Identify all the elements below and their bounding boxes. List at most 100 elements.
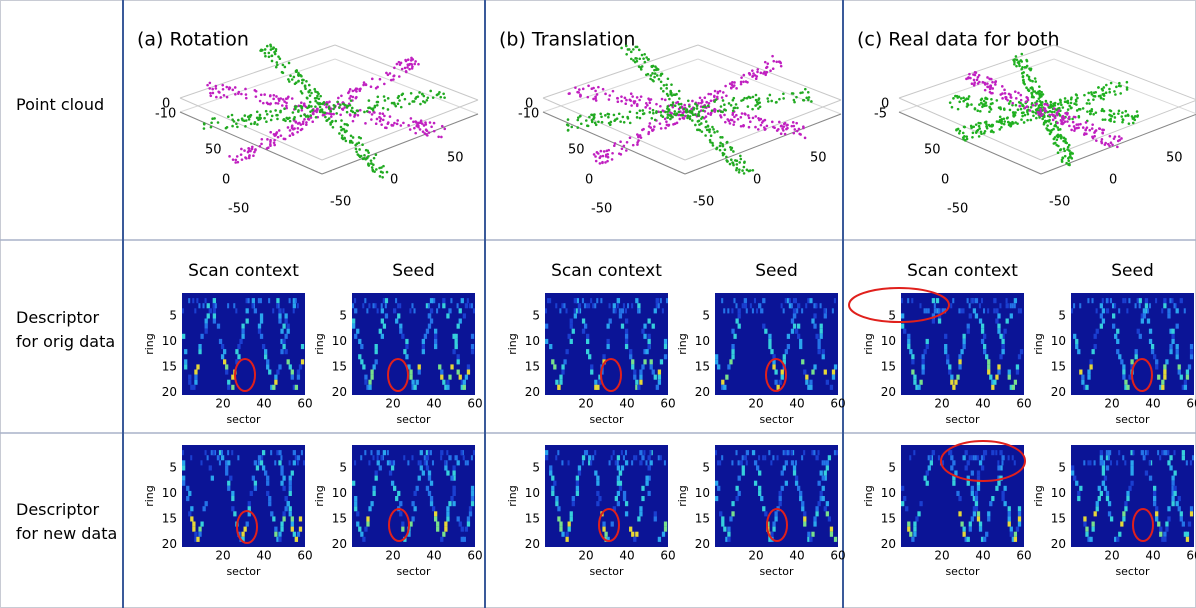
cloud-point: [375, 103, 379, 107]
cloud-point: [971, 135, 974, 139]
heatmap-cell: [577, 465, 582, 471]
cloud-point: [733, 120, 736, 124]
heatmap-cell: [997, 465, 1001, 471]
heatmap-cell: [612, 506, 616, 512]
cloud-point: [952, 97, 955, 100]
cloud-point: [408, 67, 411, 71]
y-tick-label: 15: [1051, 511, 1066, 525]
cloud-point: [1065, 141, 1069, 145]
heatmap-cell: [639, 369, 643, 375]
cloud-point: [666, 116, 670, 119]
cloud-point: [1072, 125, 1076, 128]
heatmap-cell: [468, 506, 473, 512]
heatmap-cell: [257, 298, 260, 304]
cloud-point: [1033, 77, 1037, 80]
heatmap-cell: [715, 450, 718, 456]
cloud-point: [590, 120, 594, 124]
heatmap-cell: [421, 349, 425, 355]
cloud-point: [1039, 107, 1042, 111]
descriptor-heatmap: [352, 445, 475, 547]
heatmap-cell: [1013, 379, 1018, 385]
cloud-point: [276, 117, 279, 121]
y-tick-label: 20: [1051, 385, 1066, 399]
heatmap-cell: [300, 344, 305, 350]
cloud-point: [1021, 75, 1025, 78]
heatmap-cell: [549, 470, 553, 476]
cloud-point: [756, 128, 760, 131]
cloud-point: [1049, 129, 1052, 133]
heatmap-cell: [274, 531, 278, 537]
heatmap-cell: [659, 455, 662, 461]
cloud-point: [751, 69, 754, 72]
cloud-point: [369, 85, 373, 89]
heatmap-cell: [204, 328, 208, 334]
cloud-point: [1071, 120, 1075, 124]
cloud-point: [726, 159, 729, 163]
heatmap-cell: [821, 460, 824, 466]
heatmap-cell: [454, 344, 458, 350]
cloud-point: [686, 116, 689, 120]
axis-tick-label: 50: [568, 143, 585, 158]
heatmap-cell: [280, 349, 284, 355]
cloud-point: [722, 152, 726, 156]
cloud-point: [1121, 118, 1125, 122]
cloud-point: [370, 113, 374, 116]
cloud-point: [1046, 124, 1049, 127]
cloud-point: [1052, 107, 1056, 110]
heatmap-cell: [1163, 450, 1167, 456]
heatmap-cell: [1001, 455, 1005, 461]
cloud-point: [700, 130, 704, 133]
heatmap-cell: [231, 496, 235, 502]
heatmap-cell: [1163, 374, 1167, 380]
heatmap-cell: [758, 490, 762, 496]
cloud-point: [340, 134, 344, 137]
heatmap-cell: [565, 536, 569, 542]
heatmap-cell: [944, 344, 948, 350]
heatmap-cell: [425, 460, 428, 466]
cloud-point: [430, 125, 433, 129]
heatmap-cell: [594, 379, 598, 385]
heatmap-cell: [735, 318, 739, 324]
cloud-point: [698, 123, 701, 126]
heatmap-cell: [939, 308, 942, 314]
heatmap-cell: [575, 485, 580, 491]
cloud-point: [1069, 106, 1073, 110]
heatmap-cell: [399, 328, 403, 334]
heatmap-cell: [606, 536, 610, 542]
cloud-point: [745, 96, 749, 100]
heatmap-cell: [190, 455, 193, 461]
heatmap-cell: [220, 354, 225, 360]
cloud-point: [260, 142, 263, 146]
cloud-point: [578, 115, 582, 118]
heatmap-cell: [452, 470, 456, 476]
cloud-point: [643, 52, 646, 56]
heatmap-cell: [1191, 455, 1194, 461]
heatmap-cell: [966, 328, 970, 334]
cloud-point: [606, 152, 610, 156]
cloud-point: [394, 104, 398, 108]
cloud-point: [422, 124, 426, 127]
cloud-point: [733, 106, 737, 110]
heatmap-cell: [792, 298, 797, 304]
cloud-point: [693, 113, 697, 116]
cloud-point: [782, 97, 785, 100]
cloud-point: [704, 120, 708, 123]
heatmap-cell: [296, 531, 301, 537]
heatmap-cell: [423, 460, 428, 466]
cloud-point: [708, 138, 712, 142]
cloud-point: [625, 149, 628, 152]
heatmap-cell: [1171, 298, 1174, 304]
heatmap-cell: [1163, 369, 1167, 375]
heatmap-cell: [227, 480, 231, 486]
heatmap-cell: [803, 511, 807, 517]
heatmap-cell: [1120, 521, 1124, 527]
cloud-point: [1053, 110, 1056, 114]
cloud-point: [237, 118, 240, 122]
heatmap-cell: [415, 379, 419, 385]
heatmap-cell: [204, 298, 207, 304]
heatmap-cell: [641, 328, 645, 334]
heatmap-cell: [782, 359, 786, 365]
heatmap-cell: [784, 460, 788, 466]
cloud-point: [731, 161, 734, 164]
cloud-point: [657, 77, 661, 81]
